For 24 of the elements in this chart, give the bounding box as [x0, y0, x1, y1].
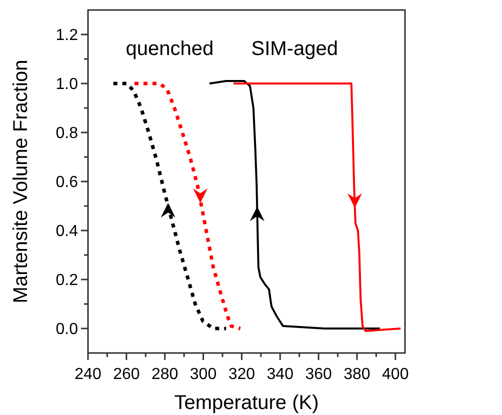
x-tick-label: 360 — [305, 366, 332, 383]
x-tick-label: 240 — [74, 366, 102, 383]
x-axis-title: Temperature (K) — [174, 392, 319, 414]
x-tick-label: 260 — [113, 366, 140, 383]
y-tick-label: 1.2 — [56, 27, 78, 44]
y-tick-label: 0.4 — [56, 223, 78, 240]
x-tick-label: 320 — [228, 366, 256, 383]
y-tick-label: 0.6 — [56, 174, 78, 192]
line-series — [132, 82, 242, 330]
annotation: quenched — [126, 38, 214, 60]
y-tick-label: 0.2 — [56, 272, 78, 290]
x-tick-label: 300 — [190, 366, 217, 383]
x-tick-label: 400 — [382, 366, 409, 383]
annotation: SIM-aged — [251, 38, 338, 60]
line-series — [232, 82, 402, 332]
y-tick-label: 0.0 — [56, 321, 78, 338]
x-tick-label: 280 — [151, 366, 178, 383]
y-axis-title: Martensite Volume Fraction — [10, 60, 32, 304]
y-tick-label: 1.0 — [56, 76, 78, 94]
y-tick-label: 0.8 — [56, 125, 78, 142]
line-series — [208, 80, 381, 330]
line-series — [112, 82, 228, 330]
x-tick-label: 380 — [344, 366, 370, 383]
x-tick-label: 340 — [266, 366, 294, 383]
